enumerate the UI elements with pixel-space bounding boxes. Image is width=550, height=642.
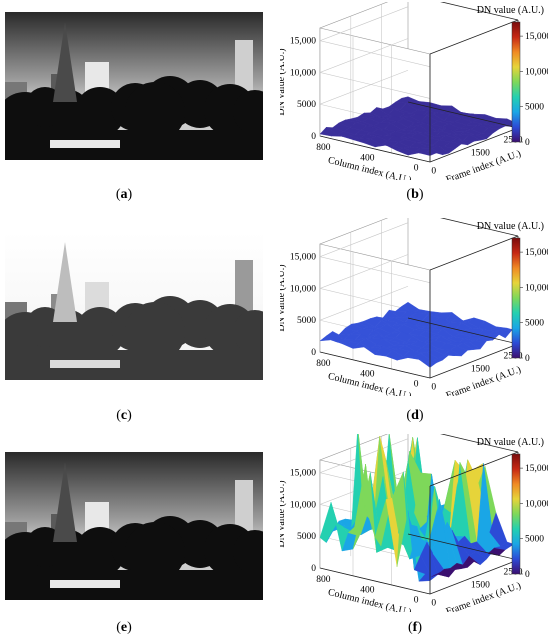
caption-c: (c) (116, 408, 132, 423)
frame-tick-label: 1500 (471, 364, 490, 374)
roof (50, 580, 120, 588)
colorbar-tick-label: 0 (525, 354, 530, 364)
ground (5, 130, 263, 160)
tall-tree (53, 22, 77, 102)
colorbar-tick-label: 15,000 (525, 248, 548, 258)
photo-panel-e (5, 452, 263, 600)
z-tick-label: 10,000 (290, 500, 316, 510)
colorbar-tick-label: 0 (525, 138, 530, 148)
colorbar-tick-label: 15,000 (525, 32, 548, 42)
axis-edge (319, 567, 431, 595)
photo-panel-a (5, 12, 263, 160)
axis-edge (429, 559, 519, 595)
colorbar-tick-label: 0 (525, 570, 530, 580)
plot-panel-f: 0 5000 10,000 15,000 DN value (A.U.) 800 400 0 C… (276, 425, 550, 618)
colorbar-tick-label: 10,000 (525, 67, 548, 77)
z-tick-label: 10,000 (290, 284, 316, 294)
ground (5, 570, 263, 600)
gridline (318, 6, 431, 67)
colorbar-tick-label: 10,000 (525, 499, 548, 509)
gridline (318, 254, 431, 315)
colorbar (511, 237, 521, 359)
axis-edge (407, 317, 519, 345)
city-photo-a (5, 12, 263, 160)
column-tick-label: 0 (414, 596, 419, 606)
frame-tick-label: 1500 (471, 580, 490, 590)
axis-edge (429, 343, 519, 379)
column-tick-label: 800 (316, 359, 331, 369)
colorbar-tick-label: 10,000 (525, 283, 548, 293)
colorbar-title: DN value (A.U.) (477, 437, 544, 448)
colorbar (511, 21, 521, 143)
z-tick-label: 5000 (297, 532, 316, 542)
tree-canopy (233, 90, 263, 134)
caption-f: (f) (407, 620, 422, 635)
ground (5, 350, 263, 380)
colorbar-tick-label: 5000 (525, 103, 544, 113)
colorbar-title: DN value (A.U.) (477, 221, 544, 232)
axis-edge (319, 135, 431, 163)
tree-canopy (125, 522, 185, 582)
plot-panel-d: 0 5000 10,000 15,000 DN value (A.U.) 800 400 0 C… (276, 209, 550, 402)
z-tick-label: 0 (311, 564, 316, 574)
z-tick-label: 15,000 (290, 253, 316, 263)
roof (50, 140, 120, 148)
axis-edge (431, 0, 519, 21)
gridline (318, 222, 431, 283)
frame-tick-label: 0 (431, 166, 436, 176)
column-tick-label: 400 (360, 585, 375, 595)
axis-edge (319, 351, 431, 379)
tall-tree (53, 462, 77, 542)
colorbar-tick-label: 5000 (525, 535, 544, 545)
axis-edge (407, 533, 519, 561)
roof (50, 360, 120, 368)
axis-edge (429, 19, 519, 55)
tree-canopy (233, 310, 263, 354)
z-axis-label: DN value (A.U.) (280, 480, 287, 547)
tree-canopy (125, 82, 185, 142)
colorbar-title: DN value (A.U.) (477, 5, 544, 16)
frame-tick-label: 1500 (471, 148, 490, 158)
city-photo-e (5, 452, 263, 600)
column-tick-label: 400 (360, 369, 375, 379)
z-tick-label: 10,000 (290, 68, 316, 78)
plot-panel-b: 0 5000 10,000 15,000 DN value (A.U.) 800 400 0 C… (276, 0, 550, 186)
z-tick-label: 15,000 (290, 37, 316, 47)
caption-a: (a) (115, 187, 133, 202)
z-tick-label: 5000 (297, 316, 316, 326)
photo-panel-c (5, 232, 263, 380)
city-photo-c (5, 232, 263, 380)
z-tick-label: 0 (311, 348, 316, 358)
axis-edge (429, 127, 519, 163)
z-axis-label: DN value (A.U.) (280, 264, 287, 331)
caption-b: (b) (406, 187, 424, 202)
tall-tree (53, 242, 77, 322)
column-tick-label: 800 (316, 575, 331, 585)
column-tick-label: 800 (316, 143, 331, 153)
column-tick-label: 0 (414, 380, 419, 390)
column-tick-label: 0 (414, 164, 419, 174)
gridline (318, 38, 431, 99)
z-tick-label: 15,000 (290, 469, 316, 479)
column-tick-label: 400 (360, 153, 375, 163)
caption-d: (d) (406, 408, 424, 423)
z-tick-label: 5000 (297, 100, 316, 110)
tree-canopy (233, 530, 263, 574)
tree-canopy (125, 302, 185, 362)
axis-edge (407, 101, 519, 129)
colorbar (511, 453, 521, 575)
caption-e: (e) (116, 620, 132, 635)
frame-tick-label: 0 (431, 598, 436, 608)
axis-edge (429, 451, 519, 487)
z-axis-label: DN value (A.U.) (280, 48, 287, 115)
axis-edge (429, 235, 519, 271)
z-tick-label: 0 (311, 132, 316, 142)
frame-tick-label: 0 (431, 382, 436, 392)
colorbar-tick-label: 5000 (525, 319, 544, 329)
colorbar-tick-label: 15,000 (525, 464, 548, 474)
